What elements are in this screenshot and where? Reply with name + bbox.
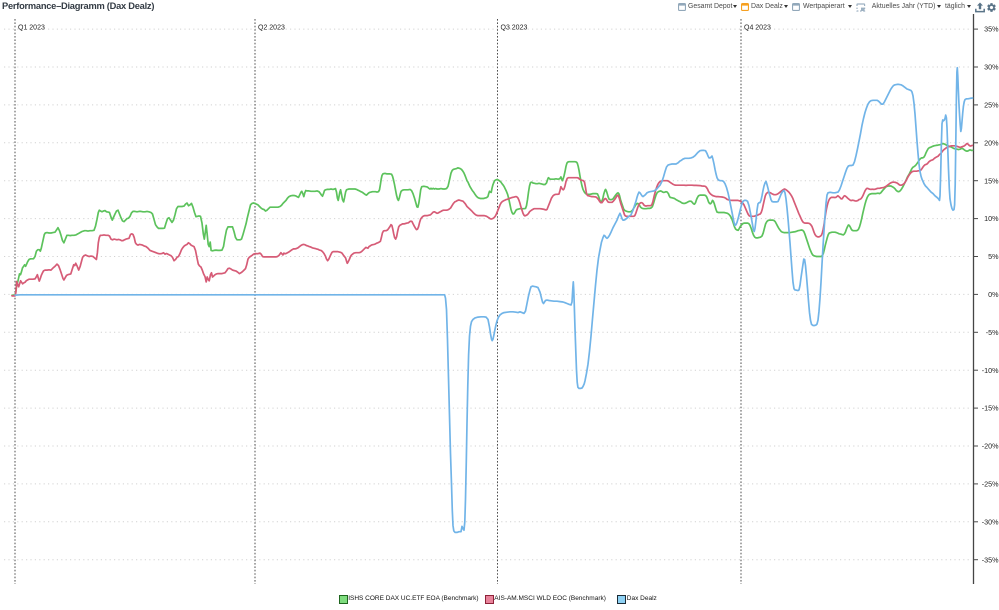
- svg-text:10%: 10%: [984, 214, 999, 223]
- svg-text:0%: 0%: [988, 290, 999, 299]
- svg-text:-20%: -20%: [982, 442, 999, 451]
- svg-text:Q2 2023: Q2 2023: [258, 24, 285, 31]
- svg-text:5%: 5%: [988, 252, 999, 261]
- svg-text:Q1 2023: Q1 2023: [18, 24, 45, 31]
- svg-text:35%: 35%: [984, 25, 999, 34]
- svg-text:Q4 2023: Q4 2023: [744, 24, 771, 31]
- svg-text:Q3 2023: Q3 2023: [501, 24, 528, 31]
- svg-text:25%: 25%: [984, 101, 999, 110]
- svg-text:-5%: -5%: [986, 328, 999, 337]
- svg-text:-10%: -10%: [982, 366, 999, 375]
- svg-text:-25%: -25%: [982, 480, 999, 489]
- svg-text:-30%: -30%: [982, 517, 999, 526]
- svg-text:-35%: -35%: [982, 555, 999, 564]
- svg-text:-15%: -15%: [982, 404, 999, 413]
- svg-text:20%: 20%: [984, 138, 999, 147]
- svg-text:15%: 15%: [984, 176, 999, 185]
- svg-text:30%: 30%: [984, 63, 999, 72]
